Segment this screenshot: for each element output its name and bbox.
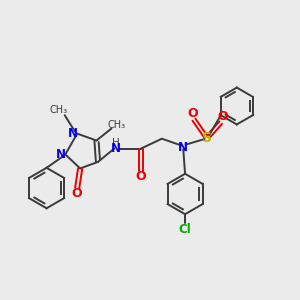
Text: N: N (111, 142, 121, 155)
Text: H: H (112, 138, 120, 148)
Text: Cl: Cl (179, 223, 191, 236)
Text: O: O (187, 107, 198, 120)
Text: N: N (68, 127, 78, 140)
Text: S: S (202, 130, 212, 145)
Text: N: N (56, 148, 66, 161)
Text: O: O (217, 110, 227, 123)
Text: CH₃: CH₃ (50, 105, 68, 115)
Text: O: O (136, 170, 146, 183)
Text: O: O (72, 187, 83, 200)
Text: CH₃: CH₃ (108, 120, 126, 130)
Text: N: N (178, 140, 188, 154)
